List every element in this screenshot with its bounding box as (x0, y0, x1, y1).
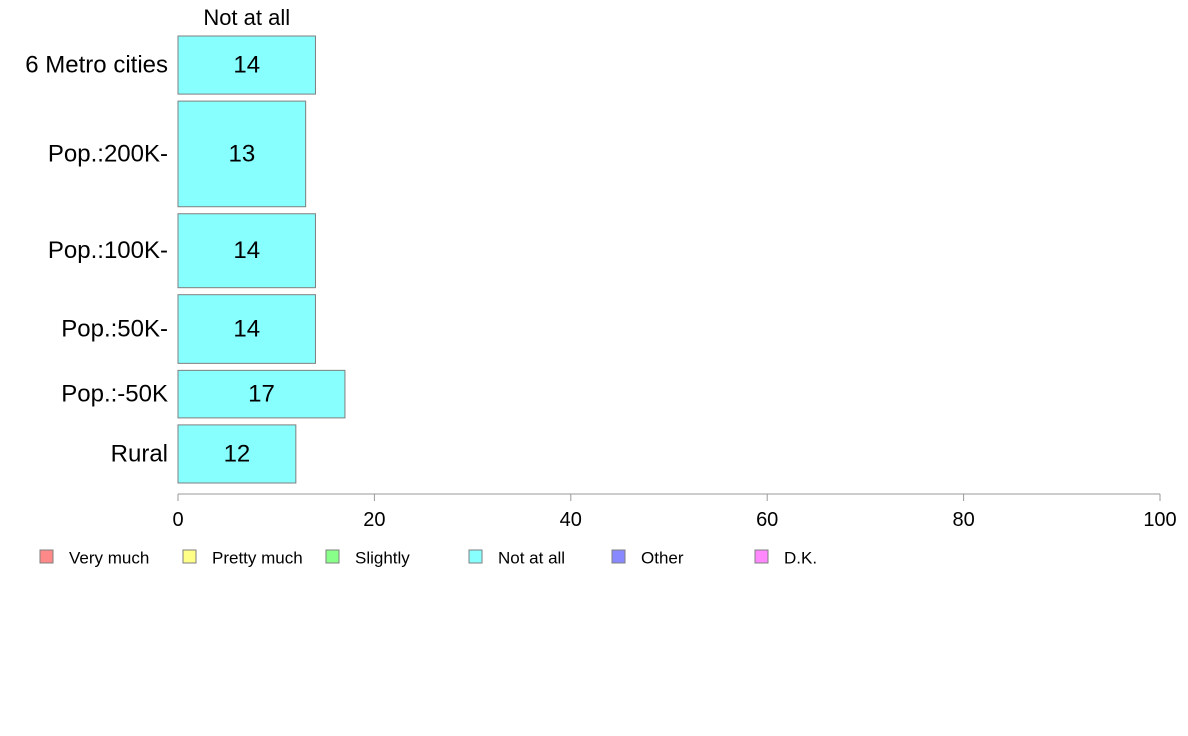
x-tick-label: 0 (172, 509, 183, 531)
bar-value-label: 14 (233, 237, 260, 264)
legend-swatch (611, 549, 626, 564)
legend-label: Other (641, 549, 684, 568)
legend: Very much Pretty much Slightly Not at all Ot… (39, 549, 817, 568)
category-label: Pop.:50K- (61, 316, 168, 343)
bar-value-label: 13 (228, 140, 255, 167)
legend-swatch (468, 549, 483, 564)
legend-label: D.K. (784, 549, 817, 568)
legend-swatch (182, 549, 197, 564)
legend-swatch (39, 549, 54, 564)
category-label: Pop.:200K- (48, 140, 168, 167)
x-tick-label: 20 (363, 509, 385, 531)
x-tick-label: 80 (952, 509, 974, 531)
bar-segment (177, 35, 316, 95)
category-label: Pop.:100K- (48, 237, 168, 264)
category-label: Rural (111, 440, 168, 467)
bar-value-label: 17 (248, 381, 275, 408)
category-label: Pop.:-50K (61, 381, 168, 408)
legend-label: Pretty much (212, 549, 303, 568)
category-label: 6 Metro cities (25, 52, 168, 79)
legend-label: Not at all (498, 549, 565, 568)
legend-swatch (325, 549, 340, 564)
x-tick-label: 60 (756, 509, 778, 531)
bars: 6 Metro cities 14 Pop.:200K- 13 Pop.:100K- 14… (25, 35, 346, 484)
bar-segment (177, 294, 316, 364)
bar-value-label: 14 (233, 316, 260, 343)
bar-segment (177, 369, 346, 419)
legend-label: Slightly (355, 549, 410, 568)
column-titles: Not at all (203, 5, 290, 30)
bar-segment (177, 213, 316, 289)
x-axis: 0 20 40 60 80 100 (172, 493, 1177, 531)
legend-swatch (754, 549, 769, 564)
x-tick-label: 40 (560, 509, 582, 531)
bar-value-label: 14 (233, 52, 260, 79)
legend-label: Very much (69, 549, 149, 568)
bar-value-label: 12 (224, 440, 251, 467)
column-title: Not at all (203, 5, 290, 30)
bar-segment (177, 424, 297, 484)
x-tick-label: 100 (1143, 509, 1176, 531)
bar-segment (177, 100, 307, 208)
